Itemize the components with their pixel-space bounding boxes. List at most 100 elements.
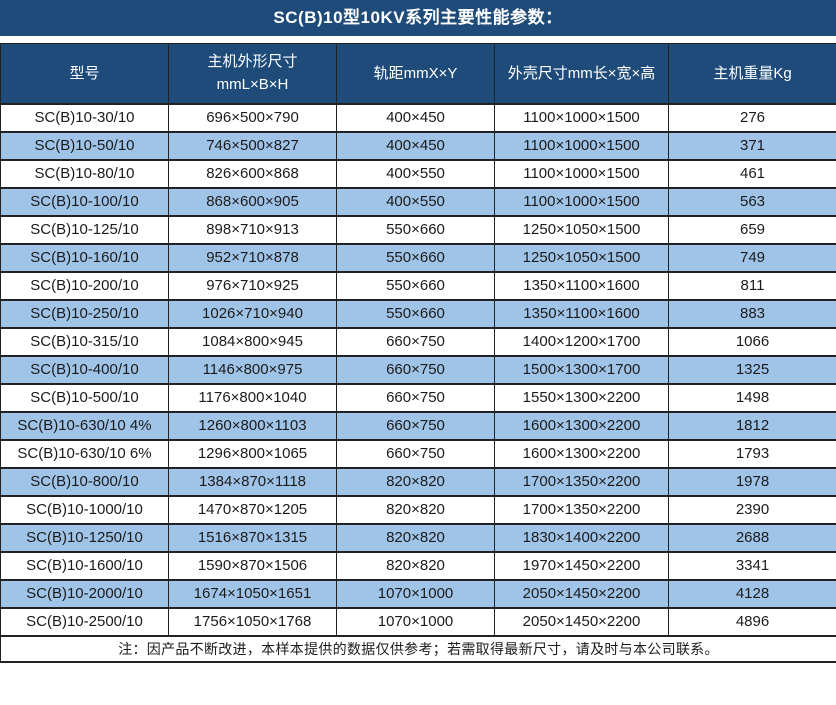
cell-rail-gauge: 820×820 [336,522,495,552]
table-row: SC(B)10-630/10 6% 1296×800×1065 660×750 … [0,438,836,468]
cell-body-dimensions: 1146×800×975 [168,354,337,384]
cell-model: SC(B)10-250/10 [0,298,169,328]
cell-rail-gauge: 1070×1000 [336,606,495,636]
cell-enclosure-dimensions: 1970×1450×2200 [494,550,669,580]
cell-weight: 371 [668,130,836,160]
cell-enclosure-dimensions: 1350×1100×1600 [494,298,669,328]
cell-body-dimensions: 1084×800×945 [168,326,337,356]
table-row: SC(B)10-1600/10 1590×870×1506 820×820 19… [0,550,836,580]
cell-body-dimensions: 1176×800×1040 [168,382,337,412]
cell-model: SC(B)10-30/10 [0,102,169,132]
cell-body-dimensions: 898×710×913 [168,214,337,244]
table-row: SC(B)10-315/10 1084×800×945 660×750 1400… [0,326,836,356]
cell-rail-gauge: 820×820 [336,494,495,524]
table-row: SC(B)10-500/10 1176×800×1040 660×750 155… [0,382,836,412]
cell-body-dimensions: 696×500×790 [168,102,337,132]
cell-enclosure-dimensions: 1500×1300×1700 [494,354,669,384]
cell-enclosure-dimensions: 1250×1050×1500 [494,214,669,244]
cell-rail-gauge: 400×450 [336,102,495,132]
cell-rail-gauge: 660×750 [336,382,495,412]
cell-enclosure-dimensions: 2050×1450×2200 [494,578,669,608]
cell-model: SC(B)10-800/10 [0,466,169,496]
title-divider [0,36,836,43]
cell-rail-gauge: 660×750 [336,438,495,468]
cell-model: SC(B)10-160/10 [0,242,169,272]
table-row: SC(B)10-80/10 826×600×868 400×550 1100×1… [0,158,836,188]
cell-rail-gauge: 550×660 [336,298,495,328]
column-header-weight: 主机重量Kg [668,43,836,105]
cell-body-dimensions: 868×600×905 [168,186,337,216]
cell-enclosure-dimensions: 1100×1000×1500 [494,186,669,216]
cell-enclosure-dimensions: 1700×1350×2200 [494,466,669,496]
cell-enclosure-dimensions: 1350×1100×1600 [494,270,669,300]
column-header-enclosure-dimensions: 外壳尺寸mm长×宽×高 [494,43,669,105]
cell-body-dimensions: 1384×870×1118 [168,466,337,496]
cell-body-dimensions: 746×500×827 [168,130,337,160]
cell-rail-gauge: 400×550 [336,158,495,188]
cell-weight: 461 [668,158,836,188]
cell-model: SC(B)10-100/10 [0,186,169,216]
table-row: SC(B)10-2000/10 1674×1050×1651 1070×1000… [0,578,836,608]
cell-model: SC(B)10-400/10 [0,354,169,384]
cell-rail-gauge: 820×820 [336,466,495,496]
cell-model: SC(B)10-200/10 [0,270,169,300]
table-row: SC(B)10-800/10 1384×870×1118 820×820 170… [0,466,836,496]
cell-weight: 1793 [668,438,836,468]
cell-rail-gauge: 660×750 [336,326,495,356]
cell-model: SC(B)10-1250/10 [0,522,169,552]
cell-model: SC(B)10-1000/10 [0,494,169,524]
cell-enclosure-dimensions: 1100×1000×1500 [494,130,669,160]
cell-model: SC(B)10-2000/10 [0,578,169,608]
cell-weight: 3341 [668,550,836,580]
cell-body-dimensions: 1296×800×1065 [168,438,337,468]
cell-body-dimensions: 1470×870×1205 [168,494,337,524]
cell-weight: 2688 [668,522,836,552]
footnote: 注：因产品不断改进，本样本提供的数据仅供参考；若需取得最新尺寸，请及时与本公司联… [0,634,836,663]
table-row: SC(B)10-630/10 4% 1260×800×1103 660×750 … [0,410,836,440]
cell-weight: 811 [668,270,836,300]
cell-enclosure-dimensions: 1550×1300×2200 [494,382,669,412]
cell-rail-gauge: 550×660 [336,270,495,300]
cell-body-dimensions: 1516×870×1315 [168,522,337,552]
cell-weight: 659 [668,214,836,244]
footnote-row: 注：因产品不断改进，本样本提供的数据仅供参考；若需取得最新尺寸，请及时与本公司联… [0,634,836,663]
cell-rail-gauge: 400×450 [336,130,495,160]
cell-body-dimensions: 1756×1050×1768 [168,606,337,636]
column-header-model: 型号 [0,43,169,105]
cell-weight: 1498 [668,382,836,412]
cell-weight: 4896 [668,606,836,636]
table-row: SC(B)10-160/10 952×710×878 550×660 1250×… [0,242,836,272]
cell-rail-gauge: 660×750 [336,354,495,384]
column-header-body-dimensions: 主机外形尺寸 mmL×B×H [168,43,337,105]
cell-enclosure-dimensions: 1100×1000×1500 [494,158,669,188]
spec-table: 型号 主机外形尺寸 mmL×B×H 轨距mmX×Y 外壳尺寸mm长×宽×高 主机… [0,43,836,663]
table-header: 型号 主机外形尺寸 mmL×B×H 轨距mmX×Y 外壳尺寸mm长×宽×高 主机… [0,43,836,105]
cell-body-dimensions: 952×710×878 [168,242,337,272]
cell-weight: 1325 [668,354,836,384]
cell-weight: 1812 [668,410,836,440]
cell-rail-gauge: 400×550 [336,186,495,216]
cell-enclosure-dimensions: 1830×1400×2200 [494,522,669,552]
table-body: SC(B)10-30/10 696×500×790 400×450 1100×1… [0,102,836,636]
cell-model: SC(B)10-315/10 [0,326,169,356]
table-row: SC(B)10-100/10 868×600×905 400×550 1100×… [0,186,836,216]
table-row: SC(B)10-1000/10 1470×870×1205 820×820 17… [0,494,836,524]
cell-model: SC(B)10-630/10 4% [0,410,169,440]
table-row: SC(B)10-125/10 898×710×913 550×660 1250×… [0,214,836,244]
cell-enclosure-dimensions: 1600×1300×2200 [494,438,669,468]
page-title: SC(B)10型10KV系列主要性能参数： [0,0,836,36]
cell-body-dimensions: 826×600×868 [168,158,337,188]
cell-model: SC(B)10-50/10 [0,130,169,160]
table-row: SC(B)10-1250/10 1516×870×1315 820×820 18… [0,522,836,552]
cell-model: SC(B)10-630/10 6% [0,438,169,468]
cell-weight: 883 [668,298,836,328]
cell-body-dimensions: 1260×800×1103 [168,410,337,440]
cell-body-dimensions: 1026×710×940 [168,298,337,328]
column-header-rail-gauge: 轨距mmX×Y [336,43,495,105]
cell-weight: 1978 [668,466,836,496]
cell-weight: 563 [668,186,836,216]
cell-model: SC(B)10-1600/10 [0,550,169,580]
cell-rail-gauge: 550×660 [336,242,495,272]
table-row: SC(B)10-2500/10 1756×1050×1768 1070×1000… [0,606,836,636]
table-row: SC(B)10-250/10 1026×710×940 550×660 1350… [0,298,836,328]
